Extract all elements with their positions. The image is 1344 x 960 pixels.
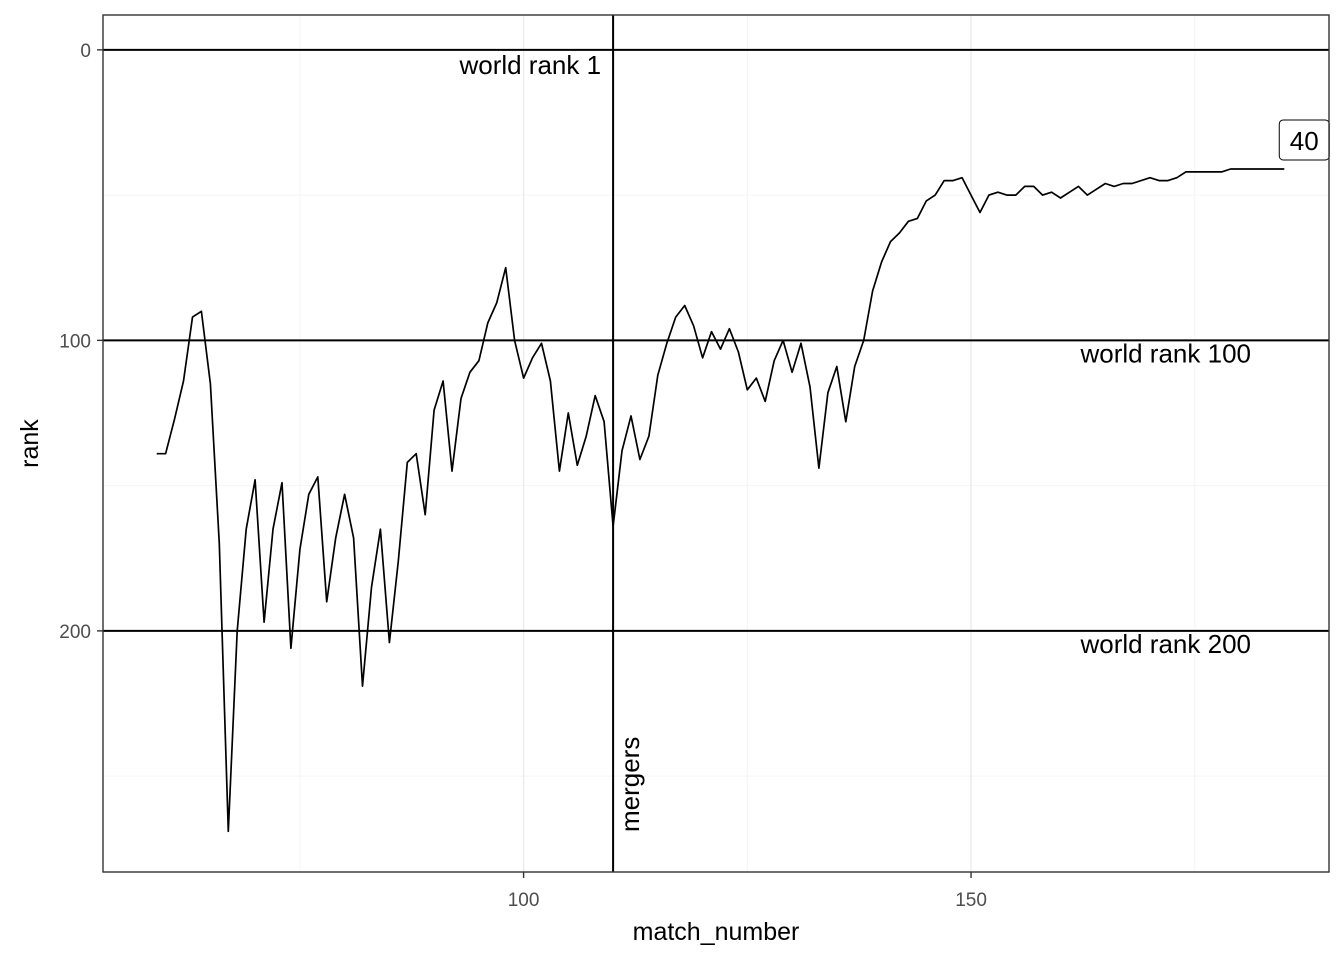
x-tick-label: 150 xyxy=(955,890,987,911)
label-mergers: mergers xyxy=(615,737,645,832)
label-world-rank-1: world rank 1 xyxy=(458,50,601,80)
series-layer xyxy=(156,168,1285,833)
end-value-label: 40 xyxy=(1278,119,1330,161)
x-tick-label: 100 xyxy=(508,890,540,911)
axis-ticks: 100 150 0 100 200 xyxy=(59,41,987,911)
x-axis-title: match_number xyxy=(633,918,800,946)
reference-lines xyxy=(103,15,1329,872)
end-value-label-text: 40 xyxy=(1290,126,1319,156)
plot-panel-border xyxy=(102,14,1330,873)
label-world-rank-200: world rank 200 xyxy=(1079,629,1251,659)
series-line-rank xyxy=(156,168,1285,833)
grid-lines xyxy=(103,15,1329,872)
y-axis-title: rank xyxy=(16,419,44,468)
y-tick-label: 0 xyxy=(80,41,91,62)
y-tick-label: 100 xyxy=(59,331,91,352)
label-world-rank-100: world rank 100 xyxy=(1079,338,1251,368)
annotation-labels: world rank 1 world rank 100 world rank 200… xyxy=(458,50,1330,832)
y-tick-label: 200 xyxy=(59,622,91,643)
